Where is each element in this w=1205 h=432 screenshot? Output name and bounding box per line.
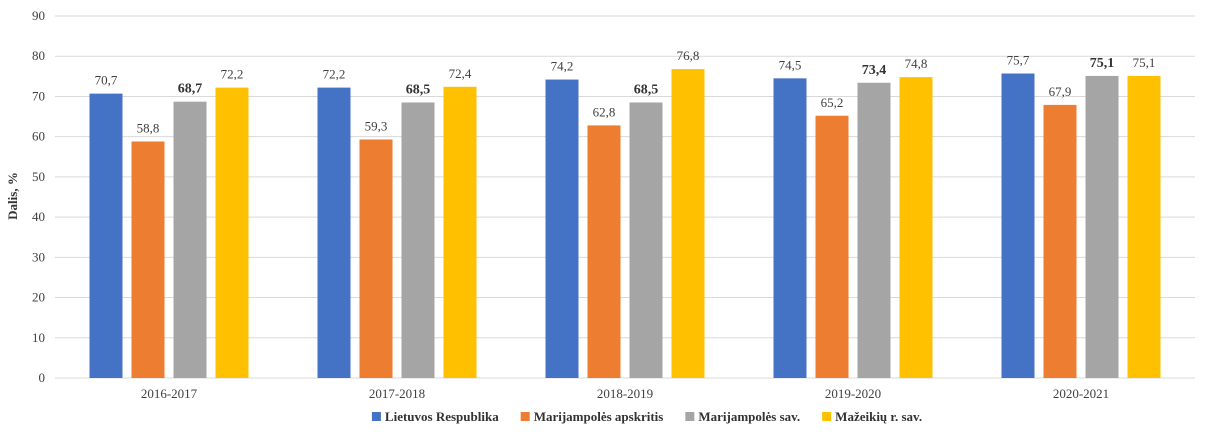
y-tick-label: 40 (32, 209, 45, 224)
data-label: 68,5 (634, 82, 659, 97)
data-label: 74,5 (779, 57, 802, 72)
bar (131, 141, 165, 378)
legend-swatch (371, 412, 381, 421)
data-label: 65,2 (821, 95, 844, 110)
bar (629, 102, 663, 378)
data-label: 73,4 (862, 63, 887, 78)
bar (857, 82, 891, 378)
bar (359, 139, 393, 378)
bar (173, 101, 207, 378)
legend-label: Mažeikių r. sav. (835, 409, 922, 424)
data-label: 76,8 (677, 48, 700, 63)
x-tick-label: 2019-2020 (825, 386, 881, 401)
data-label: 75,7 (1007, 53, 1030, 68)
bars (89, 69, 1161, 379)
data-label: 72,2 (323, 67, 346, 82)
data-label: 75,1 (1090, 56, 1115, 71)
y-axis-title: Dalis, % (5, 172, 20, 220)
bar (815, 115, 849, 379)
data-label: 62,8 (593, 104, 616, 119)
data-label: 67,9 (1049, 84, 1072, 99)
y-axis-ticks: 0 10 20 30 40 50 60 70 80 90 (32, 8, 45, 385)
y-tick-label: 30 (32, 249, 45, 264)
legend-label: Marijampolės apskritis (534, 409, 664, 424)
bar (401, 102, 435, 378)
data-labels: 70,7 58,8 68,7 72,2 72,2 59,3 68,5 72,4 74,2 62,8… (95, 48, 1156, 135)
data-label: 74,8 (905, 56, 928, 71)
legend-item: Mažeikių r. sav. (822, 409, 922, 424)
y-tick-label: 90 (32, 8, 45, 23)
legend-swatch (685, 412, 695, 421)
y-tick-label: 70 (32, 88, 45, 103)
y-tick-label: 80 (32, 48, 45, 63)
bar (899, 77, 933, 378)
bar (317, 87, 351, 379)
data-label: 59,3 (365, 118, 388, 133)
data-label: 75,1 (1133, 55, 1156, 70)
legend-swatch (822, 412, 832, 421)
bar (89, 93, 123, 378)
x-axis-ticks: 2016-2017 2017-2018 2018-2019 2019-2020 2020… (141, 386, 1109, 401)
bar (215, 87, 249, 379)
data-label: 68,5 (406, 82, 431, 97)
data-label: 70,7 (95, 73, 118, 88)
y-tick-label: 60 (32, 129, 45, 144)
legend-item: Marijampolės apskritis (520, 409, 664, 424)
x-tick-label: 2017-2018 (369, 386, 425, 401)
x-tick-label: 2016-2017 (141, 386, 198, 401)
legend-label: Lietuvos Respublika (385, 409, 499, 424)
legend-label: Marijampolės sav. (698, 409, 800, 424)
y-tick-label: 0 (39, 370, 46, 385)
data-label: 72,4 (449, 66, 472, 81)
bar (587, 125, 621, 378)
data-label: 68,7 (178, 82, 203, 97)
legend-item: Lietuvos Respublika (371, 409, 499, 424)
bar (443, 86, 477, 379)
legend-item: Marijampolės sav. (685, 409, 800, 424)
x-tick-label: 2020-2021 (1053, 386, 1109, 401)
y-tick-label: 10 (32, 330, 45, 345)
x-tick-label: 2018-2019 (597, 386, 653, 401)
y-tick-label: 50 (32, 169, 45, 184)
legend-swatch (520, 412, 530, 421)
bar (1043, 104, 1077, 378)
bar (545, 79, 579, 378)
bar (773, 78, 807, 378)
y-tick-label: 20 (32, 290, 45, 305)
bar (671, 69, 705, 379)
data-label: 58,8 (137, 120, 160, 135)
bar (1127, 75, 1161, 378)
data-label: 72,2 (221, 67, 244, 82)
legend: Lietuvos Respublika Marijampolės apskriti… (371, 409, 922, 424)
bar (1085, 75, 1119, 378)
data-label: 74,2 (551, 59, 574, 74)
bar (1001, 73, 1035, 379)
